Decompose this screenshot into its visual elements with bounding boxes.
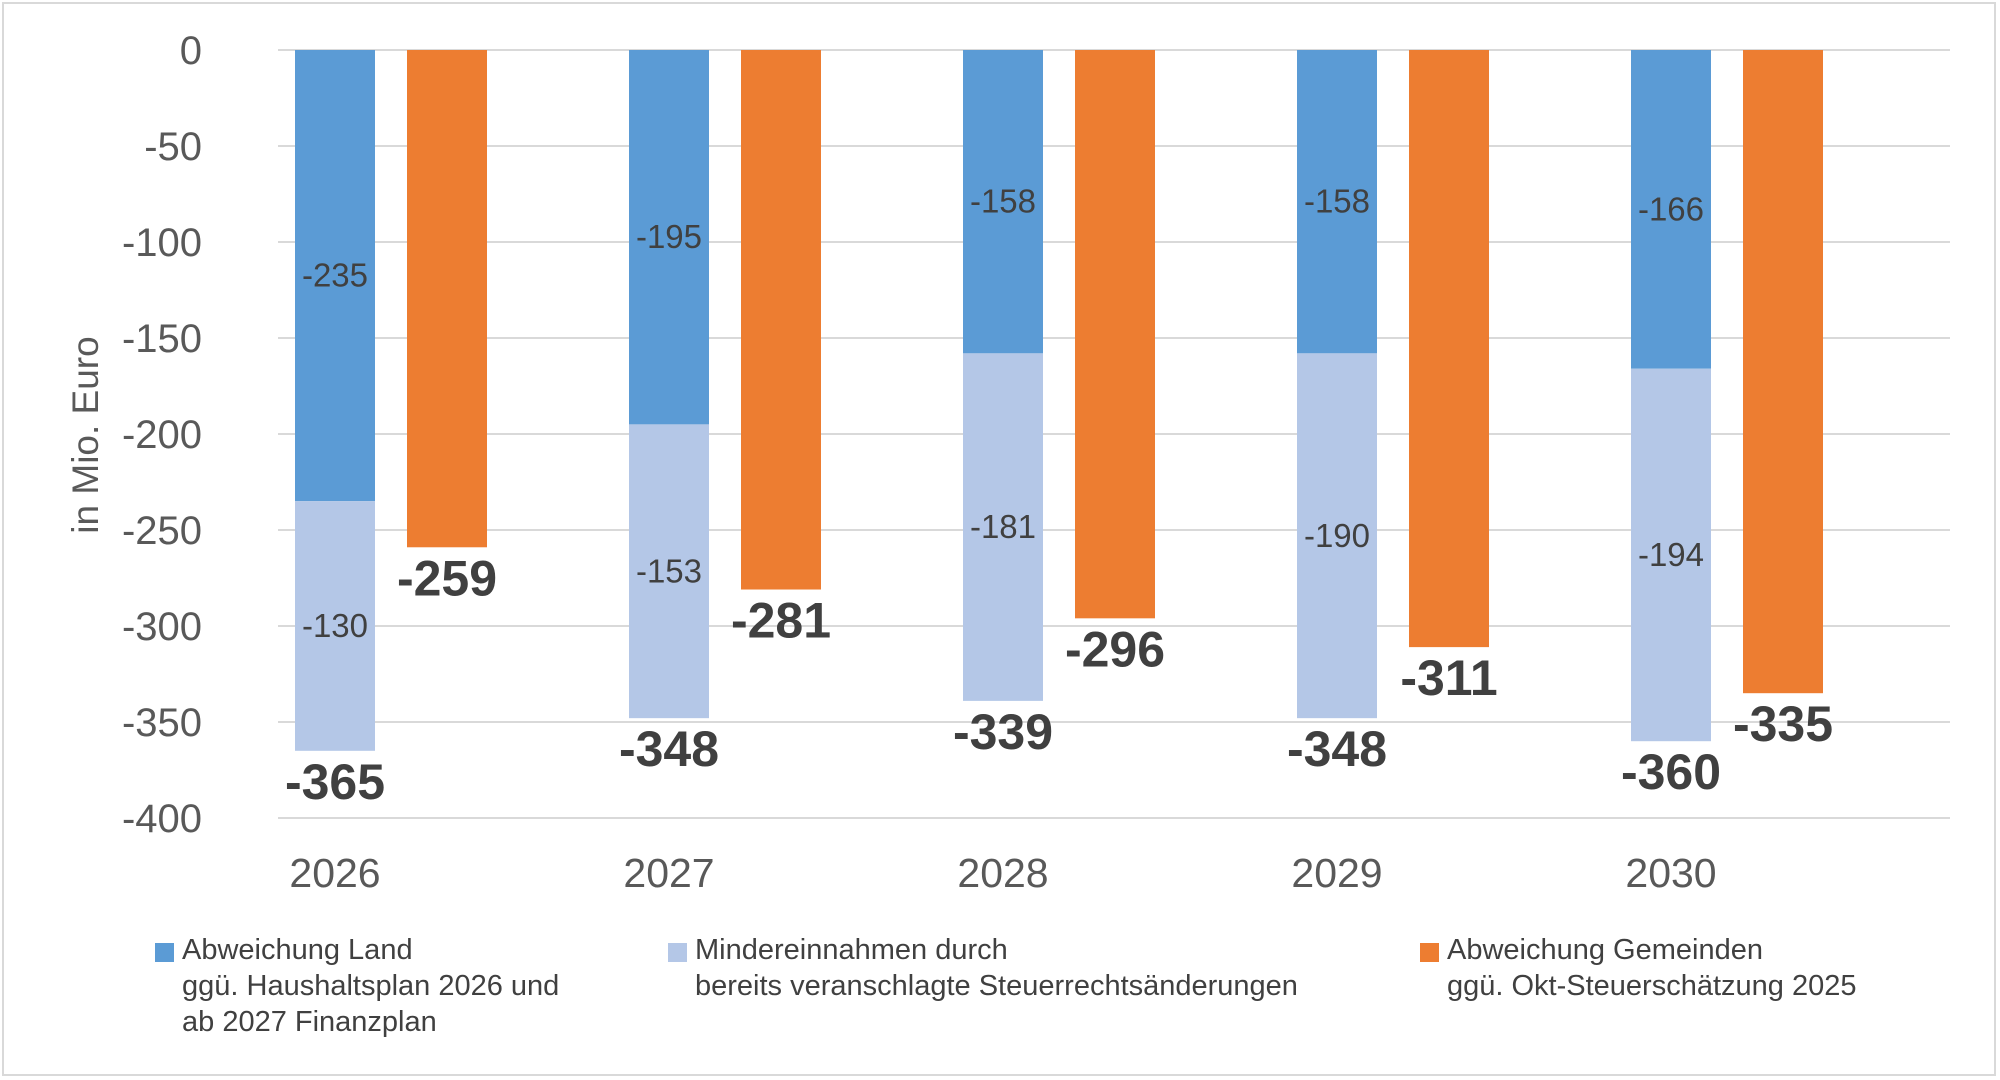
legend-swatch-land bbox=[155, 943, 174, 962]
total-label-land: -348 bbox=[619, 721, 719, 777]
total-label-land: -365 bbox=[285, 754, 385, 810]
data-label-land: -158 bbox=[970, 183, 1036, 220]
data-label-mindereinnahmen: -130 bbox=[302, 607, 368, 644]
y-axis-title: in Mio. Euro bbox=[65, 336, 106, 533]
x-category-label: 2027 bbox=[623, 850, 714, 896]
bar-mindereinnahmen bbox=[1297, 353, 1377, 719]
data-label-mindereinnahmen: -194 bbox=[1638, 536, 1704, 573]
legend-item-land: Abweichung Land ggü. Haushaltsplan 2026 … bbox=[155, 932, 559, 1040]
total-label-land: -360 bbox=[1621, 744, 1721, 800]
bar-mindereinnahmen bbox=[963, 353, 1043, 701]
total-label-gemeinden: -335 bbox=[1733, 696, 1833, 752]
y-tick-label: -400 bbox=[122, 797, 202, 841]
x-category-label: 2026 bbox=[289, 850, 380, 896]
y-tick-label: -250 bbox=[122, 509, 202, 553]
bar-gemeinden bbox=[741, 50, 821, 590]
y-tick-label: -350 bbox=[122, 701, 202, 745]
legend-item-mindereinnahmen: Mindereinnahmen durch bereits veranschla… bbox=[668, 932, 1298, 1004]
bar-gemeinden bbox=[1743, 50, 1823, 694]
data-label-land: -195 bbox=[636, 218, 702, 255]
data-label-land: -166 bbox=[1638, 190, 1704, 227]
legend-label-mindereinnahmen: Mindereinnahmen durch bereits veranschla… bbox=[695, 934, 1298, 1002]
data-label-mindereinnahmen: -153 bbox=[636, 552, 702, 589]
total-label-gemeinden: -281 bbox=[731, 593, 831, 649]
legend-swatch-gemeinden bbox=[1420, 943, 1439, 962]
data-label-land: -235 bbox=[302, 257, 368, 294]
y-tick-label: 0 bbox=[180, 29, 202, 73]
bar-land bbox=[1297, 50, 1377, 354]
legend-item-gemeinden: Abweichung Gemeinden ggü. Okt-Steuerschä… bbox=[1420, 932, 1856, 1004]
bar-gemeinden bbox=[1409, 50, 1489, 648]
bar-mindereinnahmen bbox=[1631, 368, 1711, 742]
y-axis-ticks: 0 -50 -100 -150 -200 -250 -300 -350 -400 bbox=[122, 29, 202, 841]
data-label-land: -158 bbox=[1304, 183, 1370, 220]
total-label-gemeinden: -296 bbox=[1065, 621, 1165, 677]
legend-label-land: Abweichung Land ggü. Haushaltsplan 2026 … bbox=[182, 934, 560, 1038]
bar-land bbox=[963, 50, 1043, 354]
bar-land bbox=[295, 50, 375, 502]
bar-mindereinnahmen bbox=[629, 424, 709, 719]
legend-label-gemeinden: Abweichung Gemeinden ggü. Okt-Steuerschä… bbox=[1447, 934, 1857, 1002]
bar-land bbox=[1631, 50, 1711, 369]
x-axis-ticks: 2026 2027 2028 2029 2030 bbox=[289, 850, 1716, 896]
bar-gemeinden bbox=[1075, 50, 1155, 619]
y-tick-label: -150 bbox=[122, 317, 202, 361]
bar-land bbox=[629, 50, 709, 425]
legend: Abweichung Land ggü. Haushaltsplan 2026 … bbox=[155, 932, 1955, 1052]
bar-gemeinden bbox=[407, 50, 487, 548]
legend-swatch-mindereinnahmen bbox=[668, 943, 687, 962]
x-category-label: 2030 bbox=[1625, 850, 1716, 896]
bar-mindereinnahmen bbox=[295, 501, 375, 751]
data-label-mindereinnahmen: -190 bbox=[1304, 517, 1370, 554]
total-label-gemeinden: -311 bbox=[1400, 650, 1497, 706]
y-tick-label: -300 bbox=[122, 605, 202, 649]
total-label-gemeinden: -259 bbox=[397, 550, 497, 606]
y-tick-label: -200 bbox=[122, 413, 202, 457]
data-label-mindereinnahmen: -181 bbox=[970, 508, 1036, 545]
y-tick-label: -100 bbox=[122, 221, 202, 265]
x-category-label: 2029 bbox=[1291, 850, 1382, 896]
total-label-land: -348 bbox=[1287, 721, 1387, 777]
bars: -235 -130 -365 -259 -195 -153 -348 -281 -158 -181… bbox=[285, 50, 1833, 810]
total-label-land: -339 bbox=[953, 704, 1053, 760]
y-tick-label: -50 bbox=[144, 125, 202, 169]
x-category-label: 2028 bbox=[957, 850, 1048, 896]
